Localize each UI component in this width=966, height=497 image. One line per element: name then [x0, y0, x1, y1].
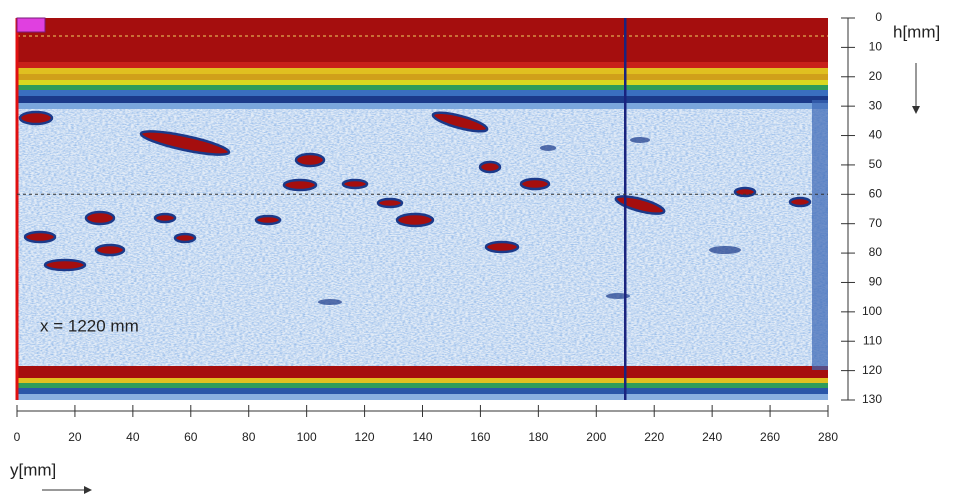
x-tick-label: 100: [297, 430, 317, 444]
x-tick-label: 120: [355, 430, 375, 444]
y-tick-label: 120: [862, 363, 882, 377]
y-tick-label: 0: [875, 10, 882, 24]
arrow-head: [84, 486, 92, 494]
y-tick-label: 70: [869, 216, 883, 230]
y-tick-label: 110: [863, 333, 882, 347]
y-tick-label: 100: [862, 304, 882, 318]
y-tick-label: 60: [869, 186, 883, 200]
y-tick-label: 20: [869, 69, 883, 83]
x-tick-label: 160: [470, 430, 490, 444]
x-tick-label: 200: [586, 430, 606, 444]
x-axis-label: y[mm]: [10, 460, 56, 479]
y-axis-label: h[mm]: [893, 22, 940, 41]
y-tick-label: 130: [862, 392, 882, 406]
x-tick-label: 240: [702, 430, 722, 444]
annotation: x = 1220 mm: [40, 316, 139, 335]
arrow-head: [912, 106, 920, 114]
y-tick-label: 80: [869, 245, 883, 259]
scan-image: [15, 17, 828, 400]
x-tick-label: 40: [126, 430, 140, 444]
y-tick-label: 50: [869, 157, 883, 171]
x-tick-label: 220: [644, 430, 664, 444]
x-tick-label: 140: [412, 430, 432, 444]
y-tick-label: 10: [869, 40, 883, 54]
y-tick-label: 30: [869, 98, 883, 112]
x-tick-label: 280: [818, 430, 838, 444]
x-tick-label: 0: [14, 430, 21, 444]
x-tick-label: 20: [68, 430, 82, 444]
y-tick-label: 90: [869, 275, 883, 289]
x-tick-label: 80: [242, 430, 256, 444]
y-tick-label: 40: [869, 128, 883, 142]
x-tick-label: 180: [528, 430, 548, 444]
x-tick-label: 60: [184, 430, 198, 444]
x-tick-label: 260: [760, 430, 780, 444]
